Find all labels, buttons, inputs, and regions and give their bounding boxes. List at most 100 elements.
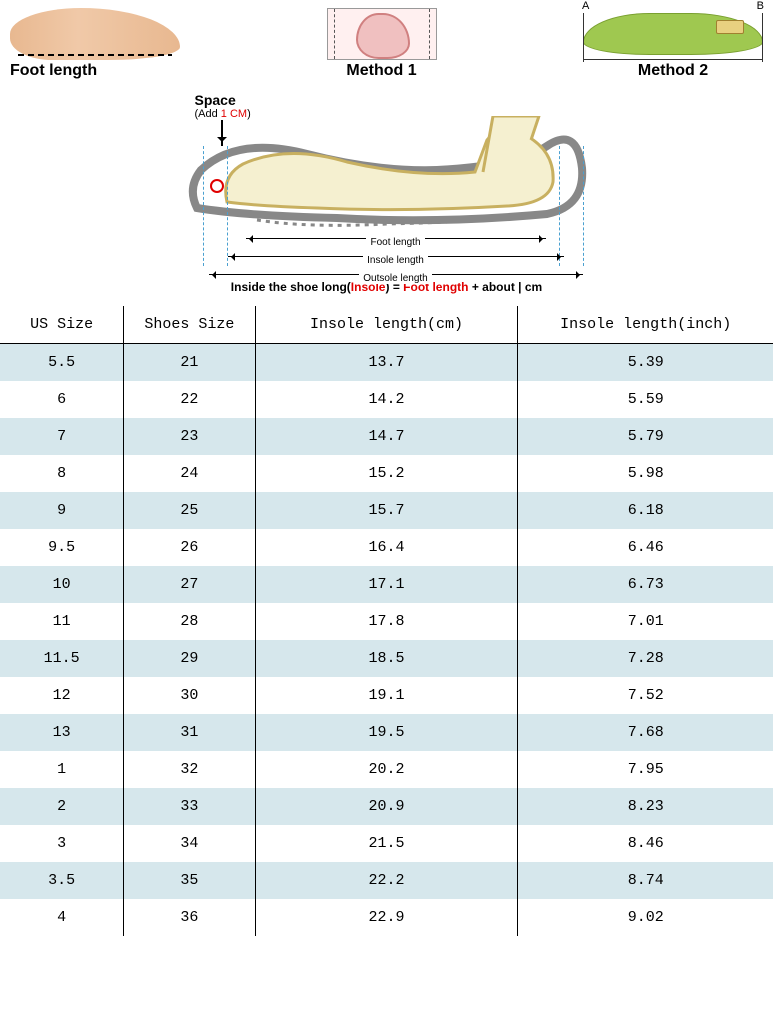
table-row: 11.52918.57.28 [0,640,773,677]
table-cell-inch: 6.46 [518,529,773,566]
table-cell-shoe: 25 [124,492,255,529]
table-cell-us: 8 [0,455,124,492]
method-1-block: Method 1 [327,8,437,80]
table-cell-inch: 8.46 [518,825,773,862]
table-cell-us: 9.5 [0,529,124,566]
table-cell-inch: 9.02 [518,899,773,936]
table-cell-shoe: 34 [124,825,255,862]
table-row: 43622.99.02 [0,899,773,936]
table-row: 92515.76.18 [0,492,773,529]
table-row: 72314.75.79 [0,418,773,455]
table-cell-cm: 15.7 [255,492,518,529]
table-cell-cm: 17.1 [255,566,518,603]
guide-line [203,146,204,266]
table-cell-inch: 7.52 [518,677,773,714]
table-cell-inch: 5.79 [518,418,773,455]
table-cell-cm: 20.2 [255,751,518,788]
table-cell-shoe: 31 [124,714,255,751]
table-cell-inch: 8.23 [518,788,773,825]
table-cell-shoe: 24 [124,455,255,492]
foot-length-block: Foot length [10,8,180,80]
table-row: 9.52616.46.46 [0,529,773,566]
table-cell-cm: 22.2 [255,862,518,899]
measure-lines: Foot length Insole length Outsole length [209,238,583,292]
insole-length-label: Insole length [363,255,428,266]
col-header-shoe: Shoes Size [124,306,255,344]
table-cell-shoe: 35 [124,862,255,899]
table-row: 112817.87.01 [0,603,773,640]
table-cell-us: 12 [0,677,124,714]
table-cell-shoe: 33 [124,788,255,825]
table-cell-cm: 17.8 [255,603,518,640]
table-cell-us: 9 [0,492,124,529]
footprint-icon [327,8,437,60]
table-cell-inch: 8.74 [518,862,773,899]
table-row: 3.53522.28.74 [0,862,773,899]
table-cell-shoe: 27 [124,566,255,603]
foot-length-label: Foot length [366,237,424,248]
table-row: 5.52113.75.39 [0,344,773,382]
table-row: 133119.57.68 [0,714,773,751]
table-row: 23320.98.23 [0,788,773,825]
table-cell-us: 7 [0,418,124,455]
table-cell-us: 13 [0,714,124,751]
table-cell-shoe: 29 [124,640,255,677]
table-row: 13220.27.95 [0,751,773,788]
table-cell-us: 10 [0,566,124,603]
table-cell-cm: 18.5 [255,640,518,677]
table-cell-cm: 21.5 [255,825,518,862]
foot-length-caption: Foot length [10,62,97,80]
table-cell-inch: 7.95 [518,751,773,788]
table-row: 102717.16.73 [0,566,773,603]
method-2-block: Method 2 [583,8,763,80]
table-cell-inch: 7.01 [518,603,773,640]
table-cell-cm: 16.4 [255,529,518,566]
table-cell-us: 3.5 [0,862,124,899]
table-cell-cm: 19.1 [255,677,518,714]
table-cell-us: 11.5 [0,640,124,677]
table-row: 62214.25.59 [0,381,773,418]
table-cell-cm: 22.9 [255,899,518,936]
guide-line [583,146,584,266]
table-cell-cm: 15.2 [255,455,518,492]
space-title: Space [195,92,236,108]
table-cell-cm: 19.5 [255,714,518,751]
outsole-length-label: Outsole length [359,273,432,284]
size-table-header-row: US Size Shoes Size Insole length(cm) Ins… [0,306,773,344]
shoe-diagram: Space (Add 1 CM) Foot length Insole leng… [0,80,773,306]
measurement-methods-row: Foot length Method 1 Method 2 [0,0,773,80]
size-chart-table: US Size Shoes Size Insole length(cm) Ins… [0,306,773,936]
foot-photo-icon [10,8,180,60]
table-row: 123019.17.52 [0,677,773,714]
shoe-cross-section-icon [187,116,587,236]
table-row: 82415.25.98 [0,455,773,492]
table-cell-cm: 14.7 [255,418,518,455]
table-cell-shoe: 36 [124,899,255,936]
table-cell-shoe: 26 [124,529,255,566]
table-cell-us: 4 [0,899,124,936]
table-cell-us: 3 [0,825,124,862]
table-cell-shoe: 32 [124,751,255,788]
insole-icon [583,8,763,60]
table-cell-shoe: 21 [124,344,255,382]
table-cell-cm: 14.2 [255,381,518,418]
table-cell-inch: 6.73 [518,566,773,603]
table-cell-shoe: 30 [124,677,255,714]
table-cell-shoe: 22 [124,381,255,418]
col-header-cm: Insole length(cm) [255,306,518,344]
table-cell-inch: 7.28 [518,640,773,677]
table-cell-inch: 5.39 [518,344,773,382]
table-cell-us: 6 [0,381,124,418]
table-cell-shoe: 28 [124,603,255,640]
col-header-us: US Size [0,306,124,344]
table-cell-inch: 5.98 [518,455,773,492]
method-2-caption: Method 2 [638,62,708,80]
table-cell-inch: 5.59 [518,381,773,418]
table-cell-cm: 20.9 [255,788,518,825]
table-cell-us: 11 [0,603,124,640]
method-1-caption: Method 1 [346,62,416,80]
table-cell-us: 1 [0,751,124,788]
table-row: 33421.58.46 [0,825,773,862]
table-cell-us: 5.5 [0,344,124,382]
table-cell-cm: 13.7 [255,344,518,382]
